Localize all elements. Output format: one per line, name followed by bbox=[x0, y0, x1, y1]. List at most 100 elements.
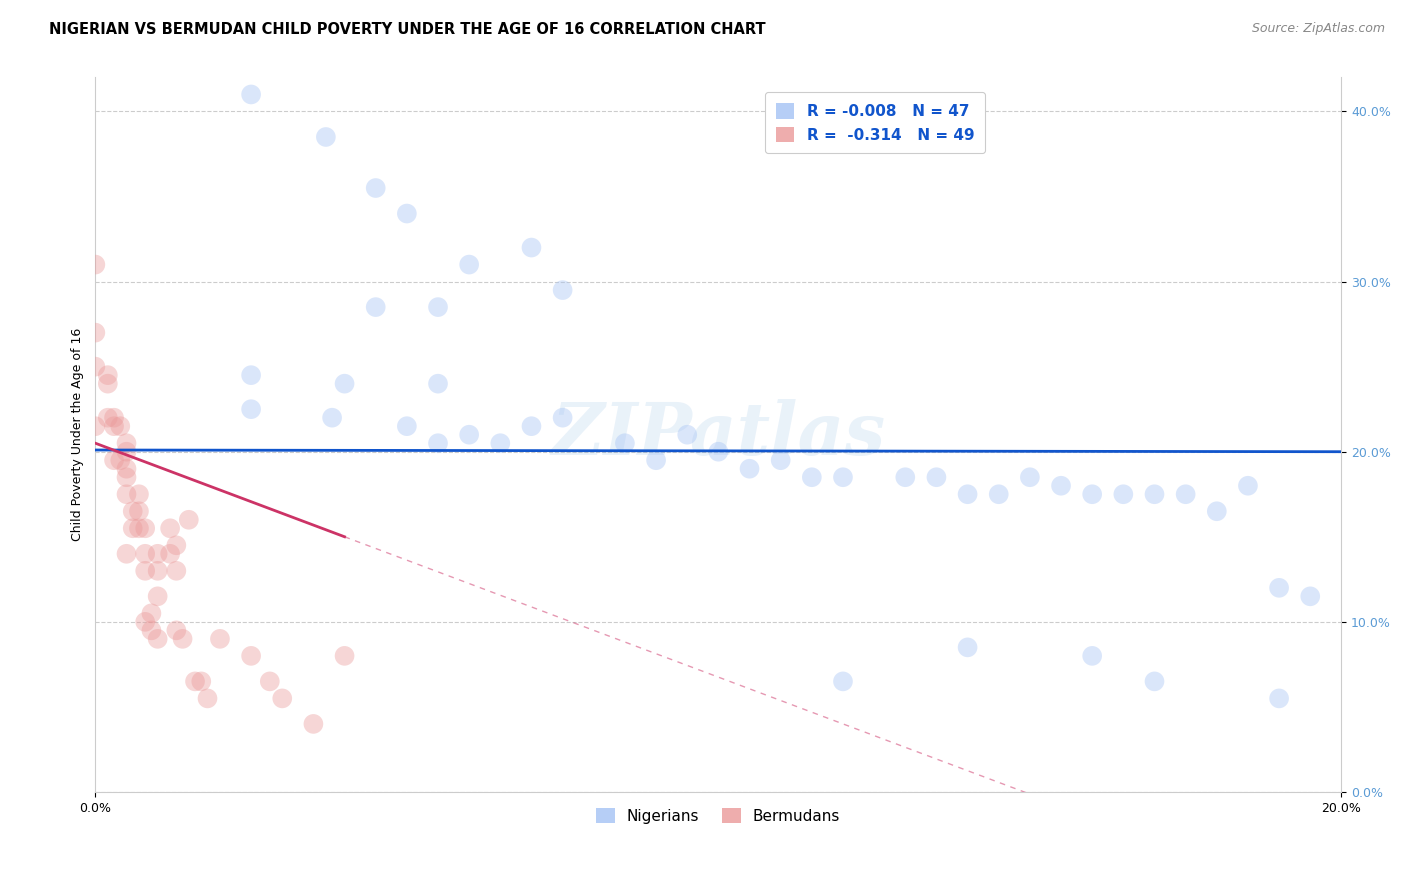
Text: Source: ZipAtlas.com: Source: ZipAtlas.com bbox=[1251, 22, 1385, 36]
Text: NIGERIAN VS BERMUDAN CHILD POVERTY UNDER THE AGE OF 16 CORRELATION CHART: NIGERIAN VS BERMUDAN CHILD POVERTY UNDER… bbox=[49, 22, 766, 37]
Point bbox=[769, 453, 792, 467]
Point bbox=[240, 648, 263, 663]
Point bbox=[925, 470, 948, 484]
Point bbox=[110, 453, 132, 467]
Point bbox=[103, 419, 125, 434]
Point bbox=[128, 521, 150, 535]
Point bbox=[1018, 470, 1040, 484]
Point bbox=[141, 624, 163, 638]
Point bbox=[159, 547, 181, 561]
Point bbox=[103, 410, 125, 425]
Point bbox=[84, 326, 107, 340]
Point bbox=[240, 402, 263, 417]
Point bbox=[458, 258, 481, 272]
Point bbox=[271, 691, 294, 706]
Point bbox=[333, 376, 356, 391]
Point bbox=[97, 376, 120, 391]
Point bbox=[208, 632, 231, 646]
Point bbox=[427, 376, 450, 391]
Point bbox=[197, 691, 219, 706]
Point bbox=[146, 632, 169, 646]
Point bbox=[1268, 691, 1291, 706]
Point bbox=[134, 521, 156, 535]
Point bbox=[84, 419, 107, 434]
Point bbox=[128, 487, 150, 501]
Point bbox=[956, 640, 979, 655]
Point bbox=[172, 632, 194, 646]
Point bbox=[128, 504, 150, 518]
Point bbox=[1268, 581, 1291, 595]
Point bbox=[115, 436, 138, 450]
Point bbox=[165, 538, 187, 552]
Point bbox=[1112, 487, 1135, 501]
Point bbox=[489, 436, 512, 450]
Point bbox=[676, 427, 699, 442]
Point bbox=[134, 564, 156, 578]
Point bbox=[115, 487, 138, 501]
Point bbox=[364, 181, 387, 195]
Point bbox=[520, 241, 543, 255]
Point bbox=[84, 258, 107, 272]
Point bbox=[115, 470, 138, 484]
Point bbox=[1299, 590, 1322, 604]
Point bbox=[613, 436, 636, 450]
Point bbox=[395, 206, 418, 220]
Point bbox=[645, 453, 668, 467]
Point bbox=[146, 547, 169, 561]
Point bbox=[141, 607, 163, 621]
Point bbox=[427, 300, 450, 314]
Point bbox=[364, 300, 387, 314]
Point bbox=[520, 419, 543, 434]
Point bbox=[302, 717, 325, 731]
Point bbox=[177, 513, 200, 527]
Point bbox=[146, 590, 169, 604]
Point bbox=[115, 461, 138, 475]
Point bbox=[184, 674, 207, 689]
Point bbox=[458, 427, 481, 442]
Point bbox=[110, 419, 132, 434]
Point bbox=[97, 368, 120, 383]
Point bbox=[115, 547, 138, 561]
Point bbox=[1174, 487, 1197, 501]
Point bbox=[395, 419, 418, 434]
Point bbox=[97, 410, 120, 425]
Point bbox=[551, 410, 574, 425]
Point bbox=[146, 564, 169, 578]
Point bbox=[240, 87, 263, 102]
Point bbox=[800, 470, 823, 484]
Point bbox=[240, 368, 263, 383]
Point bbox=[1050, 479, 1073, 493]
Point bbox=[115, 444, 138, 458]
Y-axis label: Child Poverty Under the Age of 16: Child Poverty Under the Age of 16 bbox=[72, 328, 84, 541]
Text: ZIPatlas: ZIPatlas bbox=[551, 400, 886, 470]
Point bbox=[121, 504, 143, 518]
Point bbox=[1143, 674, 1166, 689]
Point bbox=[832, 674, 855, 689]
Point bbox=[121, 521, 143, 535]
Point bbox=[190, 674, 212, 689]
Point bbox=[1081, 648, 1104, 663]
Point bbox=[894, 470, 917, 484]
Point bbox=[832, 470, 855, 484]
Point bbox=[987, 487, 1010, 501]
Point bbox=[134, 547, 156, 561]
Point bbox=[84, 359, 107, 374]
Point bbox=[165, 624, 187, 638]
Point bbox=[1081, 487, 1104, 501]
Point bbox=[427, 436, 450, 450]
Legend: Nigerians, Bermudans: Nigerians, Bermudans bbox=[586, 797, 851, 834]
Point bbox=[165, 564, 187, 578]
Point bbox=[103, 453, 125, 467]
Point bbox=[1237, 479, 1260, 493]
Point bbox=[259, 674, 281, 689]
Point bbox=[321, 410, 343, 425]
Point bbox=[551, 283, 574, 297]
Point bbox=[315, 130, 337, 145]
Point bbox=[956, 487, 979, 501]
Point bbox=[159, 521, 181, 535]
Point bbox=[1205, 504, 1227, 518]
Point bbox=[134, 615, 156, 629]
Point bbox=[738, 461, 761, 475]
Point bbox=[707, 444, 730, 458]
Point bbox=[1143, 487, 1166, 501]
